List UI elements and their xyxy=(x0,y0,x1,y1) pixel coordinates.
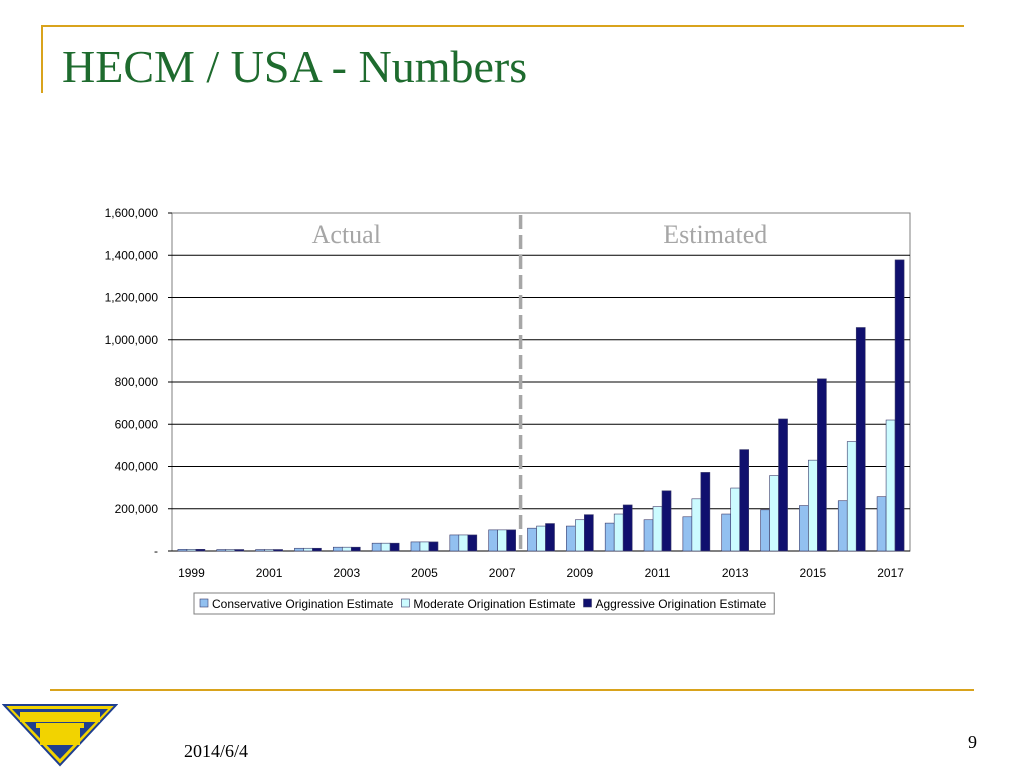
y-tick-label: 800,000 xyxy=(115,375,159,389)
bar xyxy=(682,516,693,552)
slide-date: 2014/6/4 xyxy=(184,741,249,761)
bar xyxy=(739,449,750,552)
bar xyxy=(216,549,227,552)
frame-top-line xyxy=(41,25,964,27)
legend-swatch xyxy=(583,598,592,608)
bar xyxy=(264,549,274,552)
bar xyxy=(389,542,400,552)
bar xyxy=(760,509,770,552)
bar xyxy=(312,547,322,552)
bar xyxy=(652,506,663,552)
bar-chart: - 200,000 400,000 600,000 800,000 1,000,000 1,… xyxy=(105,206,911,615)
logo-band xyxy=(20,712,100,722)
bar xyxy=(410,541,421,552)
bar xyxy=(846,441,857,552)
bar xyxy=(855,327,866,552)
bar xyxy=(661,490,672,552)
x-tick-label: 2017 xyxy=(877,566,904,580)
y-tick-label: 1,200,000 xyxy=(105,291,159,305)
bar xyxy=(536,525,546,552)
y-tick-label: 400,000 xyxy=(115,460,159,474)
bar xyxy=(506,529,516,552)
bar xyxy=(769,475,779,552)
annotation-actual: Actual xyxy=(312,220,381,249)
bar xyxy=(730,487,741,552)
slide-title: HECM / USA - Numbers xyxy=(62,41,528,92)
bar xyxy=(350,546,361,552)
chart-container: - 200,000 400,000 600,000 800,000 1,000,000 1,… xyxy=(80,200,920,620)
bar xyxy=(195,549,206,552)
bar xyxy=(419,541,430,552)
bar xyxy=(234,549,245,552)
bar xyxy=(177,549,188,552)
bar xyxy=(808,459,818,552)
y-tick-label: 200,000 xyxy=(115,502,159,516)
x-tick-label: 2003 xyxy=(333,566,360,580)
x-tick-label: 2011 xyxy=(645,566,671,580)
bar xyxy=(303,547,313,552)
bar xyxy=(778,418,788,552)
bar xyxy=(255,549,265,552)
y-tick-label: 600,000 xyxy=(115,417,159,431)
bar xyxy=(691,498,702,552)
logo-roof xyxy=(36,723,84,728)
frame-bottom-line xyxy=(50,689,974,691)
y-tick-label: 1,400,000 xyxy=(105,248,159,262)
legend-swatch xyxy=(401,598,410,608)
bar xyxy=(273,549,283,552)
bar xyxy=(458,534,469,552)
bar xyxy=(876,496,887,552)
bar xyxy=(613,513,624,552)
bar xyxy=(527,527,537,552)
bar xyxy=(380,542,391,552)
y-tick-label: 1,000,000 xyxy=(105,333,159,347)
bar xyxy=(225,549,236,552)
legend-label: Conservative Origination Estimate xyxy=(212,597,394,611)
bar xyxy=(467,534,478,552)
bar xyxy=(566,525,576,552)
bar xyxy=(885,419,896,552)
x-tick-label: 2005 xyxy=(411,566,438,580)
slide-page-number: 9 xyxy=(968,732,977,752)
bar xyxy=(294,547,304,552)
bar xyxy=(449,534,460,552)
x-tick-label: 2001 xyxy=(256,566,283,580)
bar xyxy=(584,514,594,552)
y-tick-label: - xyxy=(154,544,158,558)
bar xyxy=(545,523,555,552)
bar xyxy=(817,378,827,552)
bar xyxy=(371,542,382,552)
y-tick-label: 1,600,000 xyxy=(105,206,159,220)
bar xyxy=(604,522,615,552)
bar xyxy=(488,529,498,552)
bar xyxy=(894,259,905,552)
bar xyxy=(497,529,507,552)
bar xyxy=(700,472,711,552)
x-tick-label: 2013 xyxy=(722,566,749,580)
x-tick-label: 1999 xyxy=(178,566,205,580)
x-tick-label: 2015 xyxy=(800,566,827,580)
legend xyxy=(193,592,775,615)
bar xyxy=(837,500,848,552)
bar xyxy=(643,519,654,552)
bar xyxy=(721,513,732,552)
bar xyxy=(428,541,439,552)
x-tick-label: 2009 xyxy=(566,566,593,580)
legend-label: Aggressive Origination Estimate xyxy=(596,597,767,611)
bar xyxy=(799,505,809,552)
x-tick-label: 2007 xyxy=(489,566,516,580)
legend-swatch xyxy=(199,598,209,608)
university-logo xyxy=(2,704,118,767)
bar xyxy=(341,546,352,552)
annotation-estimated: Estimated xyxy=(663,220,767,249)
bar xyxy=(622,504,633,552)
bar xyxy=(186,549,197,552)
bar xyxy=(575,519,585,552)
frame-left-line xyxy=(41,25,43,93)
logo-building xyxy=(40,727,80,745)
legend-label: Moderate Origination Estimate xyxy=(413,597,575,611)
bar xyxy=(332,546,343,552)
